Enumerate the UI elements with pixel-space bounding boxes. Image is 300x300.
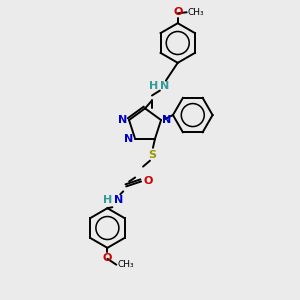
Text: O: O [173, 7, 182, 17]
Text: CH₃: CH₃ [188, 8, 204, 17]
Text: N: N [124, 134, 133, 144]
Text: CH₃: CH₃ [117, 260, 134, 269]
Text: H: H [103, 195, 112, 205]
Text: N: N [114, 195, 124, 205]
Text: H: H [149, 81, 158, 91]
Text: N: N [162, 115, 171, 125]
Text: O: O [103, 253, 112, 263]
Text: N: N [160, 81, 169, 91]
Text: O: O [143, 176, 152, 187]
Text: S: S [148, 150, 156, 160]
Text: N: N [118, 115, 127, 125]
